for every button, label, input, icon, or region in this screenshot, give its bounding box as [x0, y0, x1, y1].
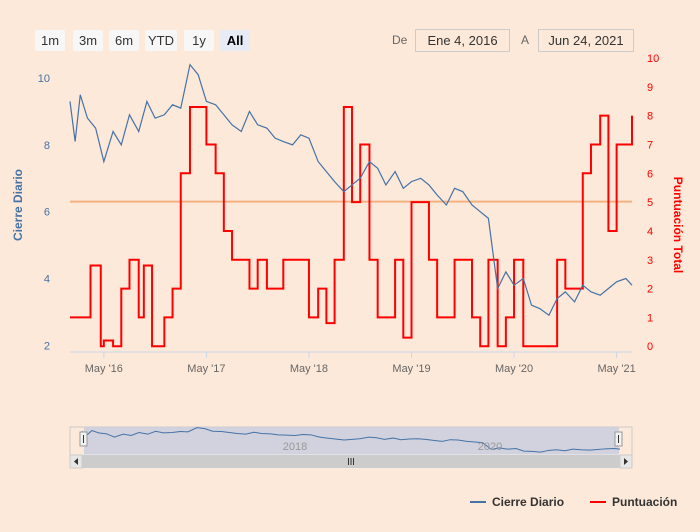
price-line — [69, 63, 633, 317]
y-right-tick-label: 0 — [647, 341, 653, 353]
y-axis-left-title: Cierre Diario — [11, 169, 25, 241]
navigator-handle-right[interactable] — [614, 431, 623, 447]
navigator-label-2020: 2020 — [478, 441, 502, 453]
y-left-tick-label: 6 — [44, 207, 50, 219]
range-button-1y[interactable]: 1y — [184, 30, 214, 51]
x-tick-label: May '19 — [392, 363, 430, 375]
y-left-tick-label: 2 — [44, 340, 50, 352]
x-tick-label: May '21 — [598, 363, 636, 375]
legend-item-puntuacion[interactable]: Puntuación — [590, 495, 677, 509]
y-right-tick-label: 10 — [647, 53, 659, 65]
scrollbar-left-arrow-icon — [74, 458, 78, 465]
y-axis-right: 0 1 2 3 4 5 6 7 8 9 10 — [647, 53, 659, 353]
y-axis-right-title: Puntuación Total — [671, 177, 685, 273]
range-button-1m[interactable]: 1m — [35, 30, 65, 51]
navigator-mask[interactable] — [84, 427, 619, 455]
navigator-label-2018: 2018 — [283, 441, 307, 453]
y-right-tick-label: 5 — [647, 197, 653, 209]
y-right-tick-label: 8 — [647, 111, 653, 123]
y-right-tick-label: 9 — [647, 82, 653, 94]
y-left-tick-label: 10 — [38, 73, 50, 85]
x-tick-label: May '17 — [187, 363, 225, 375]
range-button-all[interactable]: All — [220, 30, 250, 51]
navigator-price-line — [81, 427, 621, 453]
y-left-tick-label: 4 — [44, 274, 50, 286]
scrollbar[interactable] — [69, 454, 633, 469]
y-right-tick-label: 2 — [647, 284, 653, 296]
legend: Cierre Diario Puntuación — [470, 495, 677, 509]
y-left-tick-label: 8 — [44, 140, 50, 152]
x-axis: May '16 May '17 May '18 May '19 May '20 May '… — [70, 351, 636, 375]
y-right-tick-label: 1 — [647, 312, 653, 324]
y-axis-left: 2 4 6 8 10 — [38, 73, 50, 352]
navigator-series — [81, 427, 621, 453]
y-right-tick-label: 3 — [647, 255, 653, 267]
navigator-handle-left[interactable] — [79, 431, 88, 447]
price-series — [69, 63, 633, 317]
scrollbar-right-arrow-icon — [624, 458, 628, 465]
x-tick-label: May '18 — [290, 363, 328, 375]
range-button-ytd[interactable]: YTD — [145, 30, 177, 51]
to-date-label: A — [521, 33, 530, 47]
range-button-6m[interactable]: 6m — [109, 30, 139, 51]
from-date-label: De — [392, 33, 408, 47]
legend-label-price: Cierre Diario — [492, 495, 564, 509]
navigator[interactable]: 2018 2020 — [69, 426, 633, 456]
range-button-3m[interactable]: 3m — [73, 30, 103, 51]
y-right-tick-label: 7 — [647, 139, 653, 151]
from-date-input[interactable]: Ene 4, 2016 — [415, 29, 510, 52]
legend-label-score: Puntuación — [612, 495, 677, 509]
x-tick-label: May '16 — [85, 363, 123, 375]
scrollbar-grip-icon — [348, 458, 354, 465]
score-line — [70, 106, 633, 348]
legend-item-cierre-diario[interactable]: Cierre Diario — [470, 495, 564, 509]
score-series — [70, 106, 633, 348]
y-right-tick-label: 6 — [647, 168, 653, 180]
y-right-tick-label: 4 — [647, 226, 653, 238]
x-tick-label: May '20 — [495, 363, 533, 375]
to-date-input[interactable]: Jun 24, 2021 — [538, 29, 634, 52]
